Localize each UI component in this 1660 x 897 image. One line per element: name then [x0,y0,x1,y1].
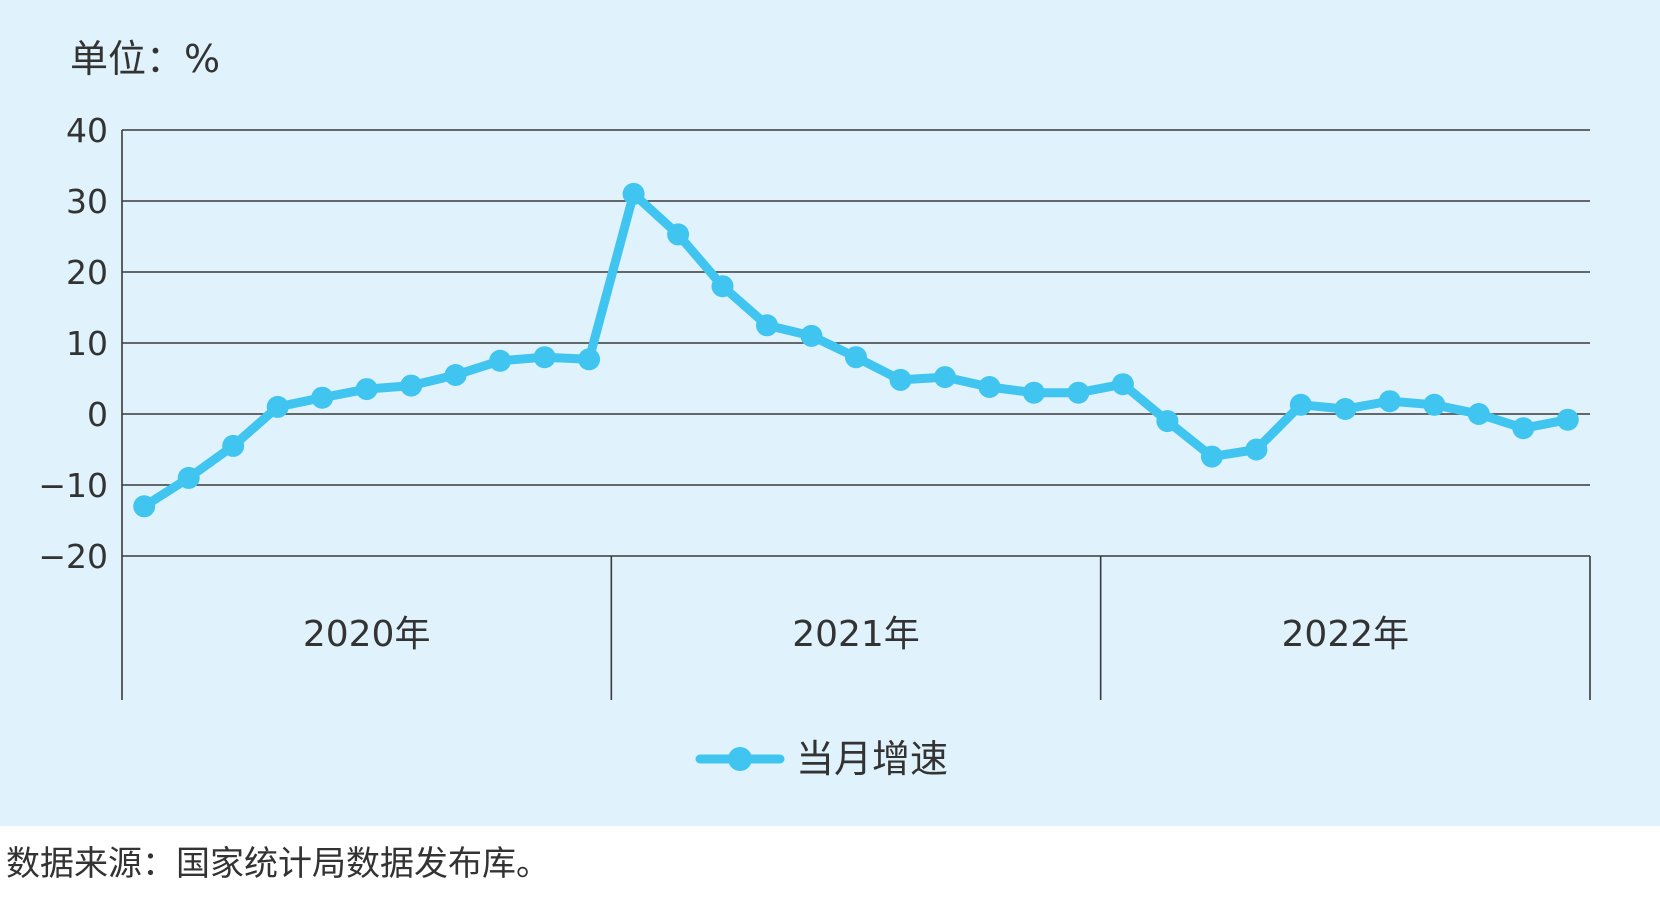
data-point [1512,417,1535,440]
legend-marker [728,747,752,771]
data-point [578,348,601,371]
x-axis-year-label: 2020年 [303,614,431,655]
data-point [1022,381,1045,404]
chart-panel: 单位：% 40 30 20 10 0 −10 −20 2020年 2021年 2022年 当月增… [0,0,1660,826]
data-point [133,495,156,518]
data-point [1200,445,1223,468]
y-tick-label: 0 [87,395,108,434]
data-point [1378,390,1401,413]
data-point [1067,381,1090,404]
gridlines [121,129,1590,700]
x-axis-year-label: 2022年 [1282,614,1410,655]
x-axis: 2020年 2021年 2022年 [303,556,1591,700]
unit-label: 单位：% [70,37,220,81]
data-point [1289,393,1312,416]
data-point [1467,403,1490,425]
line-chart: 单位：% 40 30 20 10 0 −10 −20 2020年 2021年 2022年 当月增… [38,37,1591,781]
data-point [978,376,1001,398]
data-point [1556,408,1579,431]
data-point [177,466,200,489]
data-point [756,314,778,337]
x-axis-year-label: 2021年 [792,614,920,655]
data-point [800,324,823,347]
series-layer [133,182,1579,518]
data-point [266,395,289,418]
y-tick-label: −20 [38,537,108,576]
legend: 当月增速 [695,737,948,781]
data-point [934,366,956,389]
y-axis-ticks: 40 30 20 10 0 −10 −20 [38,111,108,576]
y-tick-label: 30 [66,182,108,221]
data-point [845,346,867,369]
y-tick-label: 20 [66,253,108,292]
data-point [889,368,912,391]
y-tick-label: 40 [66,111,108,150]
data-point [355,378,378,401]
data-point [311,386,334,409]
y-tick-label: −10 [38,466,108,505]
data-point [667,223,690,246]
legend-label: 当月增速 [796,737,948,781]
data-point [533,346,556,369]
data-point [222,434,245,457]
data-point [1423,393,1446,416]
data-point [400,374,423,397]
data-point [622,182,645,205]
y-tick-label: 10 [66,324,108,363]
data-point [489,349,512,372]
data-point [711,275,734,298]
data-point [1245,438,1268,461]
data-point [1334,398,1357,420]
data-point [1111,373,1134,396]
data-point [1156,410,1179,433]
source-note: 数据来源：国家统计局数据发布库。 [6,844,550,884]
data-point [444,364,467,386]
